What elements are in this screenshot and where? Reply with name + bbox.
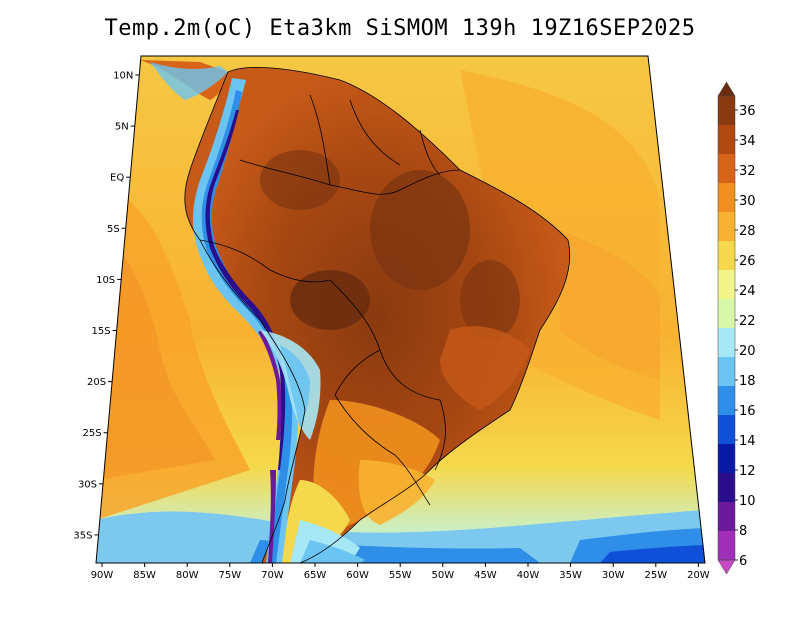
colorbar-segment: [718, 154, 735, 183]
colorbar-segment: [718, 444, 735, 473]
longitude-label: 60W: [346, 570, 369, 581]
colorbar-segment: [718, 473, 735, 502]
latitude-label: 25S: [82, 428, 101, 439]
latitude-label: 5S: [107, 224, 120, 235]
colorbar-label: 28: [739, 224, 756, 239]
colorbar-label: 30: [739, 194, 756, 209]
longitude-label: 70W: [261, 570, 284, 581]
colorbar-segment: [718, 212, 735, 241]
latitude-label: 30S: [78, 479, 97, 490]
latitude-label: 10N: [113, 71, 133, 82]
latitude-label: 15S: [92, 326, 111, 337]
colorbar-label: 24: [739, 284, 756, 299]
colorbar-label: 32: [739, 164, 756, 179]
colorbar-label: 8: [739, 524, 747, 539]
longitude-label: 40W: [517, 570, 540, 581]
longitude-labels: 90W 85W 80W 75W 70W 65W 60W 55W 50W 45W 40W 35W 30W 2…: [91, 563, 710, 581]
latitude-label: 5N: [115, 122, 129, 133]
colorbar-segment: [718, 125, 735, 154]
colorbar: 36 34 32 30 28 26 24 22 20 18 16 14 12 10 8 6: [717, 81, 756, 575]
longitude-label: 50W: [431, 570, 454, 581]
colorbar-segment: [718, 96, 735, 125]
longitude-label: 55W: [389, 570, 412, 581]
latitude-label: 20S: [87, 377, 106, 388]
latitude-label: 35S: [73, 530, 92, 541]
colorbar-label: 20: [739, 344, 756, 359]
temperature-field: [96, 56, 705, 563]
colorbar-label: 12: [739, 464, 756, 479]
colorbar-label: 36: [739, 104, 756, 119]
longitude-label: 85W: [133, 570, 156, 581]
longitude-label: 45W: [474, 570, 497, 581]
andes-cold-band: [192, 78, 298, 563]
colorbar-segment: [718, 299, 735, 328]
colorbar-segment: [718, 328, 735, 357]
colorbar-label: 10: [739, 494, 756, 509]
map-frame: [95, 55, 706, 564]
colorbar-segment: [718, 502, 735, 531]
longitude-label: 65W: [304, 570, 327, 581]
colorbar-bottom-arrow: [717, 559, 736, 575]
colorbar-segment: [718, 183, 735, 212]
latitude-label: EQ: [110, 173, 124, 184]
colorbar-segment: [718, 357, 735, 386]
colorbar-label: 26: [739, 254, 756, 269]
colorbar-label: 14: [739, 434, 756, 449]
colorbar-segment: [718, 415, 735, 444]
longitude-label: 75W: [218, 570, 241, 581]
colorbar-label: 22: [739, 314, 756, 329]
longitude-label: 30W: [602, 570, 625, 581]
longitude-label: 25W: [644, 570, 667, 581]
longitude-label: 20W: [687, 570, 710, 581]
latitude-label: 10S: [96, 275, 115, 286]
colorbar-label: 34: [739, 134, 756, 149]
colorbar-segment: [718, 531, 735, 560]
colorbar-label: 16: [739, 404, 756, 419]
longitude-label: 35W: [559, 570, 582, 581]
colorbar-segment: [718, 270, 735, 299]
longitude-label: 90W: [91, 570, 114, 581]
colorbar-label: 6: [739, 554, 747, 569]
colorbar-segment: [718, 386, 735, 415]
map-title: Temp.2m(oC) Eta3km SiSMOM 139h 19Z16SEP2…: [104, 16, 696, 41]
country-borders: [184, 67, 571, 563]
colorbar-label: 18: [739, 374, 756, 389]
latitude-labels: 10N 5N EQ 5S 10S 15S 20S 25S 30S 35S: [73, 71, 140, 541]
longitude-label: 80W: [176, 570, 199, 581]
colorbar-top-arrow: [717, 81, 736, 97]
colorbar-segment: [718, 241, 735, 270]
